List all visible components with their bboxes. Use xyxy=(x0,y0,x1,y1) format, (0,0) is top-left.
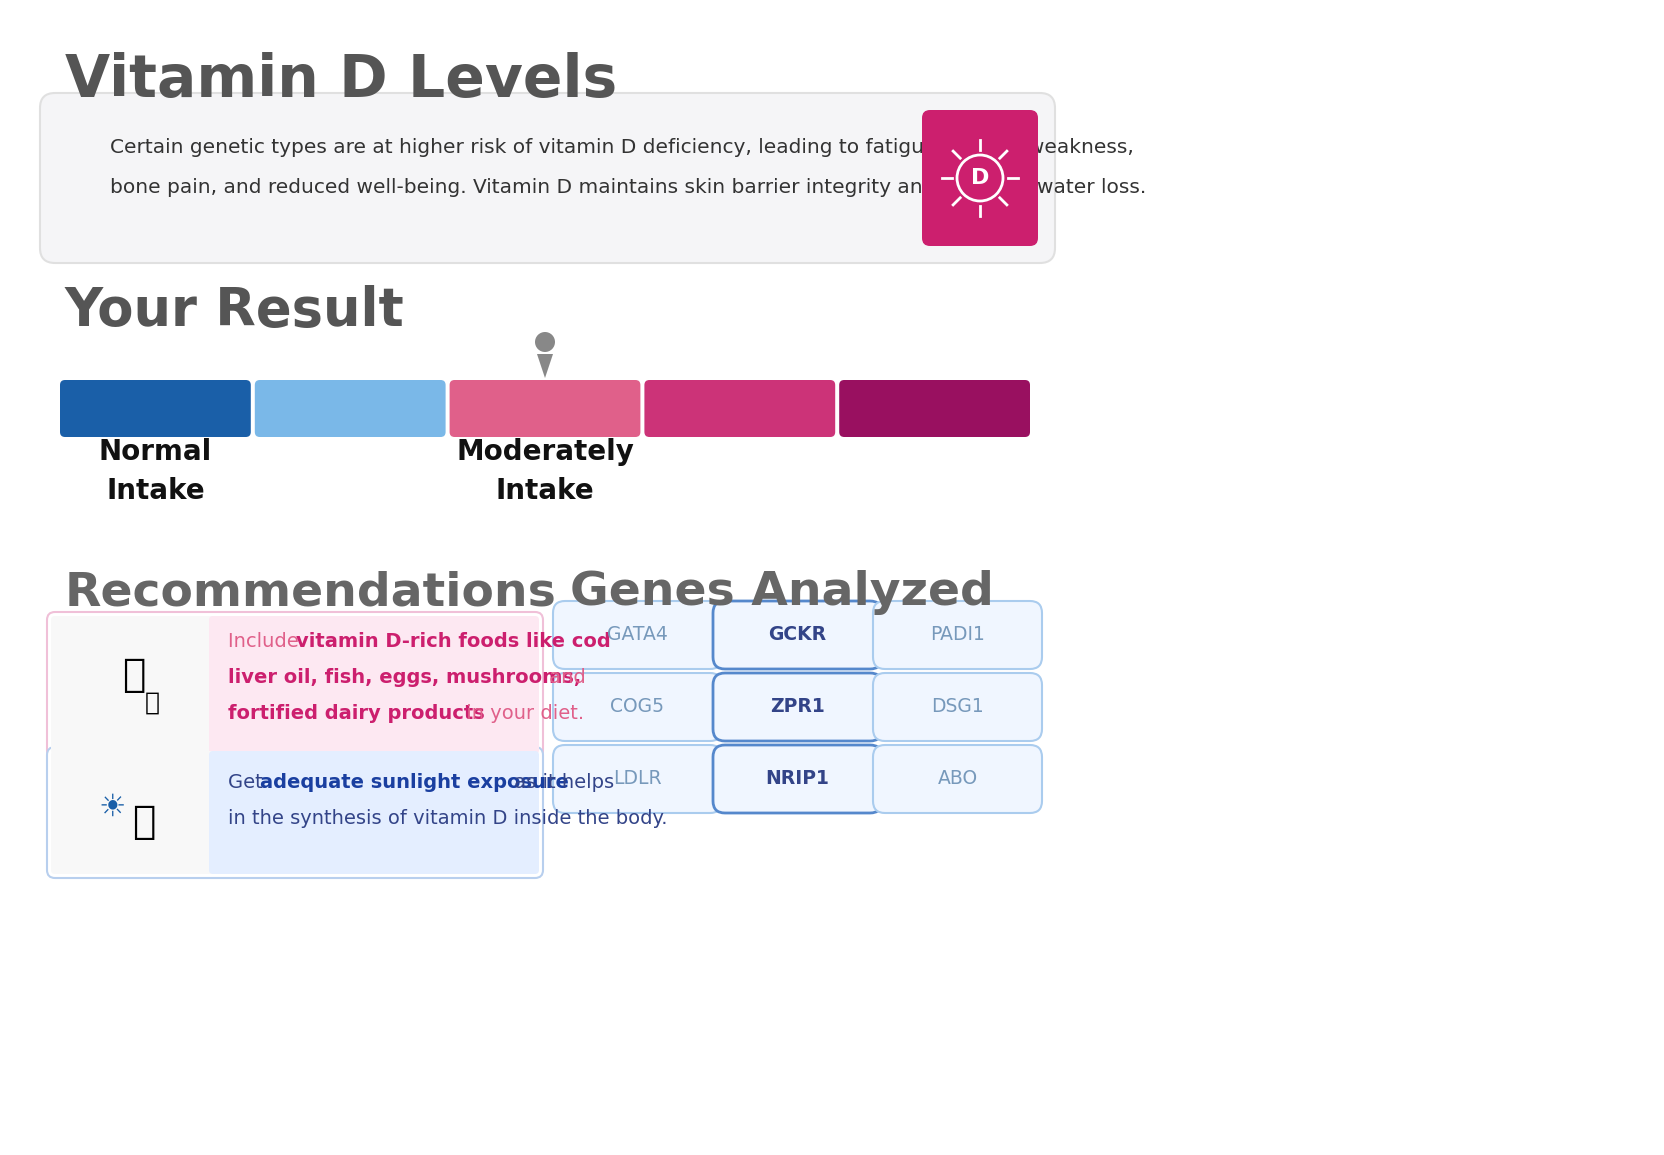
Text: in your diet.: in your diet. xyxy=(459,705,584,723)
Text: COG5: COG5 xyxy=(611,698,664,716)
Text: 🧍: 🧍 xyxy=(133,804,156,842)
FancyBboxPatch shape xyxy=(210,751,539,874)
FancyBboxPatch shape xyxy=(47,612,542,758)
FancyBboxPatch shape xyxy=(40,94,1055,263)
Text: and: and xyxy=(542,668,586,687)
FancyBboxPatch shape xyxy=(47,747,542,878)
Text: NRIP1: NRIP1 xyxy=(765,769,829,789)
FancyBboxPatch shape xyxy=(52,616,216,754)
Text: Your Result: Your Result xyxy=(65,285,404,337)
FancyBboxPatch shape xyxy=(449,380,641,437)
Text: DSG1: DSG1 xyxy=(932,698,983,716)
Text: Include: Include xyxy=(228,632,305,651)
FancyBboxPatch shape xyxy=(552,673,722,742)
FancyBboxPatch shape xyxy=(60,380,251,437)
Text: vitamin D-rich foods like cod: vitamin D-rich foods like cod xyxy=(296,632,611,651)
Text: Normal
Intake: Normal Intake xyxy=(98,438,211,505)
Circle shape xyxy=(957,155,1003,201)
Text: ZPR1: ZPR1 xyxy=(770,698,825,716)
FancyBboxPatch shape xyxy=(52,751,216,874)
Text: 🍄: 🍄 xyxy=(123,656,146,694)
Circle shape xyxy=(536,331,556,352)
Text: adequate sunlight exposure: adequate sunlight exposure xyxy=(260,773,569,792)
FancyBboxPatch shape xyxy=(874,673,1042,742)
Text: ☀: ☀ xyxy=(98,793,126,822)
Text: Recommendations: Recommendations xyxy=(65,571,557,614)
FancyBboxPatch shape xyxy=(644,380,835,437)
Text: fortified dairy products: fortified dairy products xyxy=(228,705,484,723)
Text: as it helps: as it helps xyxy=(508,773,614,792)
Text: Vitamin D Levels: Vitamin D Levels xyxy=(65,52,617,109)
FancyBboxPatch shape xyxy=(712,601,882,669)
Text: PADI1: PADI1 xyxy=(930,626,985,644)
Text: Genes Analyzed: Genes Analyzed xyxy=(571,571,993,614)
Text: GATA4: GATA4 xyxy=(607,626,667,644)
FancyBboxPatch shape xyxy=(874,601,1042,669)
FancyBboxPatch shape xyxy=(712,745,882,813)
Text: D: D xyxy=(970,167,988,188)
FancyBboxPatch shape xyxy=(712,673,882,742)
Text: Moderately
Intake: Moderately Intake xyxy=(456,438,634,505)
Text: in the synthesis of vitamin D inside the body.: in the synthesis of vitamin D inside the… xyxy=(228,808,667,828)
FancyBboxPatch shape xyxy=(255,380,446,437)
FancyBboxPatch shape xyxy=(552,745,722,813)
Text: bone pain, and reduced well-being. Vitamin D maintains skin barrier integrity an: bone pain, and reduced well-being. Vitam… xyxy=(110,178,1146,198)
FancyBboxPatch shape xyxy=(552,601,722,669)
Text: ABO: ABO xyxy=(937,769,977,789)
Text: Certain genetic types are at higher risk of vitamin D deficiency, leading to fat: Certain genetic types are at higher risk… xyxy=(110,137,1133,157)
FancyBboxPatch shape xyxy=(922,110,1038,246)
Text: LDLR: LDLR xyxy=(614,769,662,789)
Text: GCKR: GCKR xyxy=(769,626,827,644)
FancyBboxPatch shape xyxy=(210,616,539,754)
Text: 💊: 💊 xyxy=(145,691,160,715)
Text: Get: Get xyxy=(228,773,270,792)
Text: liver oil, fish, eggs, mushrooms,: liver oil, fish, eggs, mushrooms, xyxy=(228,668,581,687)
FancyBboxPatch shape xyxy=(839,380,1030,437)
Polygon shape xyxy=(537,353,552,378)
FancyBboxPatch shape xyxy=(874,745,1042,813)
